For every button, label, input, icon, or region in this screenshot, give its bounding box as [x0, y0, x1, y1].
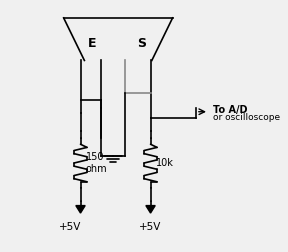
Polygon shape — [76, 206, 85, 213]
Text: 150
ohm: 150 ohm — [86, 151, 107, 173]
Text: or oscilloscope: or oscilloscope — [213, 113, 280, 122]
Text: To A/D: To A/D — [213, 105, 247, 115]
Text: +5V: +5V — [59, 221, 81, 231]
Text: 10k: 10k — [156, 157, 174, 167]
Text: S: S — [137, 37, 146, 50]
Text: +5V: +5V — [139, 221, 162, 231]
Text: E: E — [88, 37, 96, 50]
Polygon shape — [146, 206, 155, 213]
